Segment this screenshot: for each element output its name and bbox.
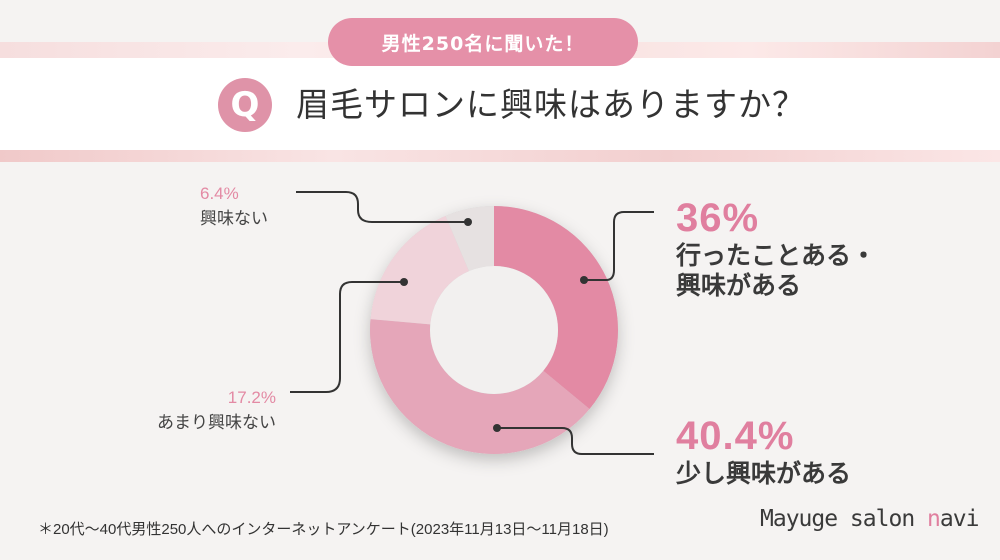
- logo-main: Mayuge salon: [760, 506, 928, 532]
- brand-logo: Mayuge salon navi: [760, 506, 980, 532]
- header-panel: [0, 58, 1000, 150]
- label-somewhat-interested: 40.4% 少し興味がある: [676, 414, 851, 489]
- leader-little-not-interested: [290, 281, 404, 393]
- name-not-interested: 興味ない: [200, 209, 268, 228]
- label-interested: 36% 行ったことある・ 興味がある: [676, 196, 876, 301]
- name-interested-line1: 行ったことある・: [676, 242, 877, 270]
- leader-interested-dot: [580, 276, 588, 284]
- name-interested-line2: 興味がある: [676, 272, 802, 300]
- donut-hole: [430, 266, 558, 394]
- leader-somewhat-interested-dot: [493, 424, 501, 432]
- slice-somewhat-interested: [369, 319, 590, 454]
- label-little-not-interested: 17.2% あまり興味ない: [140, 388, 276, 433]
- pct-somewhat-interested: 40.4%: [676, 414, 795, 458]
- pct-interested: 36%: [676, 196, 760, 240]
- pct-not-interested: 6.4%: [200, 184, 239, 203]
- survey-badge: 男性250名に聞いた！: [328, 18, 638, 66]
- donut-slices: [369, 206, 618, 454]
- leader-little-not-interested-dot: [400, 278, 408, 286]
- logo-accent: n: [927, 506, 941, 532]
- logo-rest: avi: [939, 506, 980, 532]
- pct-little-not-interested: 17.2%: [227, 388, 276, 407]
- leader-somewhat-interested: [497, 427, 654, 455]
- label-not-interested: 6.4% 興味ない: [200, 184, 268, 229]
- leader-not-interested-dot: [464, 218, 472, 226]
- slice-little-not-interested: [370, 215, 469, 325]
- name-somewhat-interested: 少し興味がある: [676, 460, 852, 488]
- question-title: 眉毛サロンに興味はありますか？: [296, 85, 806, 124]
- leader-not-interested: [296, 191, 468, 223]
- leader-lines: [290, 191, 654, 455]
- q-icon: Q: [218, 78, 272, 132]
- name-little-not-interested: あまり興味ない: [157, 413, 276, 432]
- slice-interested: [494, 206, 618, 410]
- footnote: ＊20代〜40代男性250人へのインターネットアンケート(2023年11月13日…: [38, 521, 609, 538]
- leader-interested: [584, 211, 654, 281]
